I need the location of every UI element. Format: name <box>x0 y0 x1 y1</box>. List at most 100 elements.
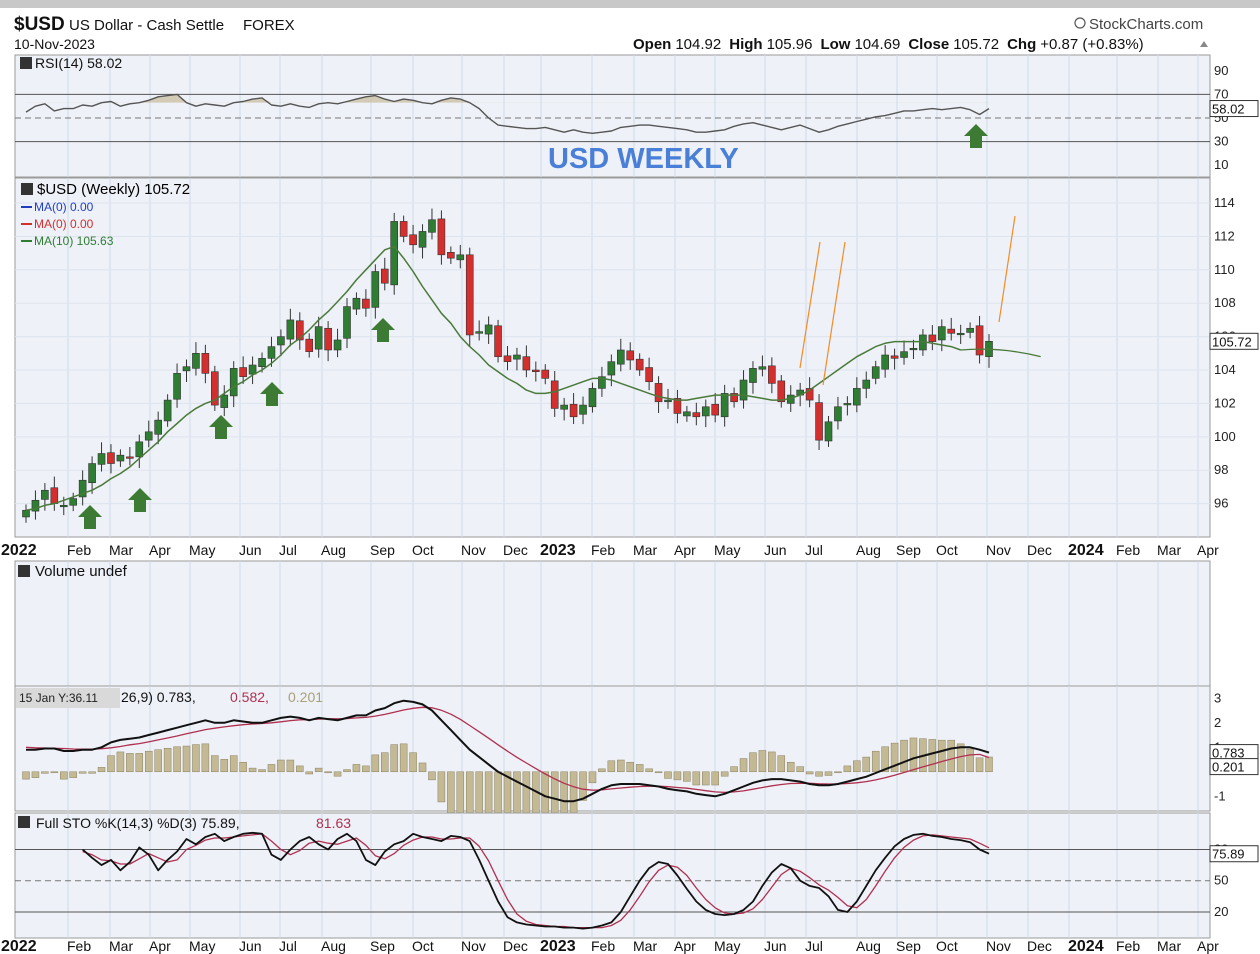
time-axis-label: Dec <box>1027 938 1052 954</box>
macd-legend: 26,9) 0.783, <box>121 689 196 705</box>
macd-hist-bar <box>437 771 446 803</box>
time-axis-label: Apr <box>674 938 696 954</box>
price-legend-item: $USD (Weekly) 105.72 <box>37 181 190 198</box>
macd-hist-bar <box>654 771 663 774</box>
macd-hist-bar <box>928 739 937 773</box>
sto-k-line <box>82 831 990 930</box>
macd-hist-bar <box>645 768 653 773</box>
value-badge-text: 58.02 <box>1212 102 1245 117</box>
candle-up <box>909 348 918 351</box>
candle-down <box>201 353 210 374</box>
macd-hist-bar <box>853 760 861 773</box>
time-axis-label: Aug <box>321 542 346 558</box>
macd-hist-bar <box>447 771 455 820</box>
macd-hist-bar <box>333 771 342 777</box>
macd-hist-bar <box>362 765 370 773</box>
candle-up <box>154 419 162 435</box>
macd-tooltip: 15 Jan Y:36.11 <box>16 688 120 708</box>
rsi-line <box>25 93 990 135</box>
price-last-value: 105.72 <box>1209 332 1259 350</box>
macd-hist-bar <box>116 751 125 773</box>
time-axis-label: Mar <box>109 542 133 558</box>
macd-hist-bar <box>154 749 162 773</box>
macd-hist-bar <box>50 771 59 774</box>
time-axis-label: 2022 <box>1 938 37 954</box>
time-axis-label: Nov <box>461 938 486 954</box>
candle-up <box>579 404 587 415</box>
candle-up <box>248 364 257 375</box>
ohlc-label: Close <box>908 36 949 53</box>
ma-projection-line <box>960 348 1041 358</box>
candle-up <box>937 326 946 341</box>
time-axis-label: Feb <box>1116 542 1140 558</box>
candle-up <box>314 326 323 350</box>
volume-panel-frame <box>14 560 1211 687</box>
macd-hist-bar <box>579 771 587 801</box>
macd-tick-label: 3 <box>1214 690 1221 705</box>
macd-hist-bar <box>314 767 323 773</box>
macd-hist-bar <box>598 768 606 773</box>
macd-hist-bar <box>796 766 804 773</box>
rsi-tick-label: 90 <box>1214 63 1228 78</box>
candle-down <box>975 325 984 356</box>
rsi-tick-label: 70 <box>1214 86 1228 101</box>
top-strip <box>0 0 1260 8</box>
ohlc-label: Open <box>633 36 671 53</box>
time-axis-label: Dec <box>1027 542 1052 558</box>
time-axis-label: Oct <box>936 938 958 954</box>
candle-up <box>192 353 200 369</box>
time-axis-label: Mar <box>633 542 657 558</box>
trend-line <box>822 241 846 386</box>
candle-up <box>277 336 285 346</box>
up-arrow-icon <box>78 505 102 529</box>
time-axis-label: Jun <box>764 938 787 954</box>
candle-up <box>862 379 871 389</box>
macd-hist-bar <box>824 771 833 776</box>
candle-up <box>749 368 757 383</box>
candle-up <box>41 489 49 500</box>
up-arrow-icon <box>260 382 284 406</box>
macd-hist-bar <box>692 771 701 786</box>
sto-panel-icon <box>18 816 30 828</box>
candle-up <box>956 332 965 336</box>
candle-up <box>900 351 908 358</box>
time-axis-label: Apr <box>1197 938 1219 954</box>
macd-hist-bar <box>182 745 191 773</box>
macd-hist-bar <box>343 769 351 773</box>
time-axis-label: Aug <box>321 938 346 954</box>
macd-hist-bar <box>239 761 247 773</box>
rsi-legend: RSI(14) 58.02 <box>35 55 122 71</box>
candle-down <box>711 403 720 416</box>
macd-hist-bar <box>390 744 398 773</box>
time-axis-label: Nov <box>986 542 1011 558</box>
candle-up <box>97 453 106 465</box>
candle-down <box>890 355 899 359</box>
time-axis-label: Aug <box>856 938 881 954</box>
time-axis-label: Feb <box>591 542 615 558</box>
candle-down <box>503 355 512 362</box>
macd-hist-bar <box>758 750 767 773</box>
candle-down <box>654 383 663 403</box>
time-axis-label: Mar <box>109 938 133 954</box>
macd-hist-bar <box>947 739 955 773</box>
brand[interactable]: StockCharts.com <box>1074 16 1203 33</box>
macd-hist-bar <box>31 771 40 778</box>
candle-up <box>135 441 144 458</box>
exchange: FOREX <box>243 17 295 34</box>
macd-hist-last-value: 0.201 <box>1209 758 1259 776</box>
candle-down <box>305 338 314 352</box>
time-axis-label: Oct <box>412 542 434 558</box>
macd-hist-bar <box>730 766 738 773</box>
candle-up <box>22 509 30 518</box>
candle-up <box>456 254 465 261</box>
value-badge-text: 105.72 <box>1212 334 1252 349</box>
macd-hist-bar <box>418 762 427 773</box>
chevron-up-icon[interactable] <box>1200 41 1208 47</box>
candle-up <box>683 411 691 417</box>
macd-hist-bar <box>201 743 210 773</box>
rsi-panel-icon <box>20 57 32 69</box>
value-badge-box <box>1209 758 1259 776</box>
sto-tick-label: 50 <box>1214 873 1228 888</box>
macd-hist-bar <box>938 739 946 773</box>
